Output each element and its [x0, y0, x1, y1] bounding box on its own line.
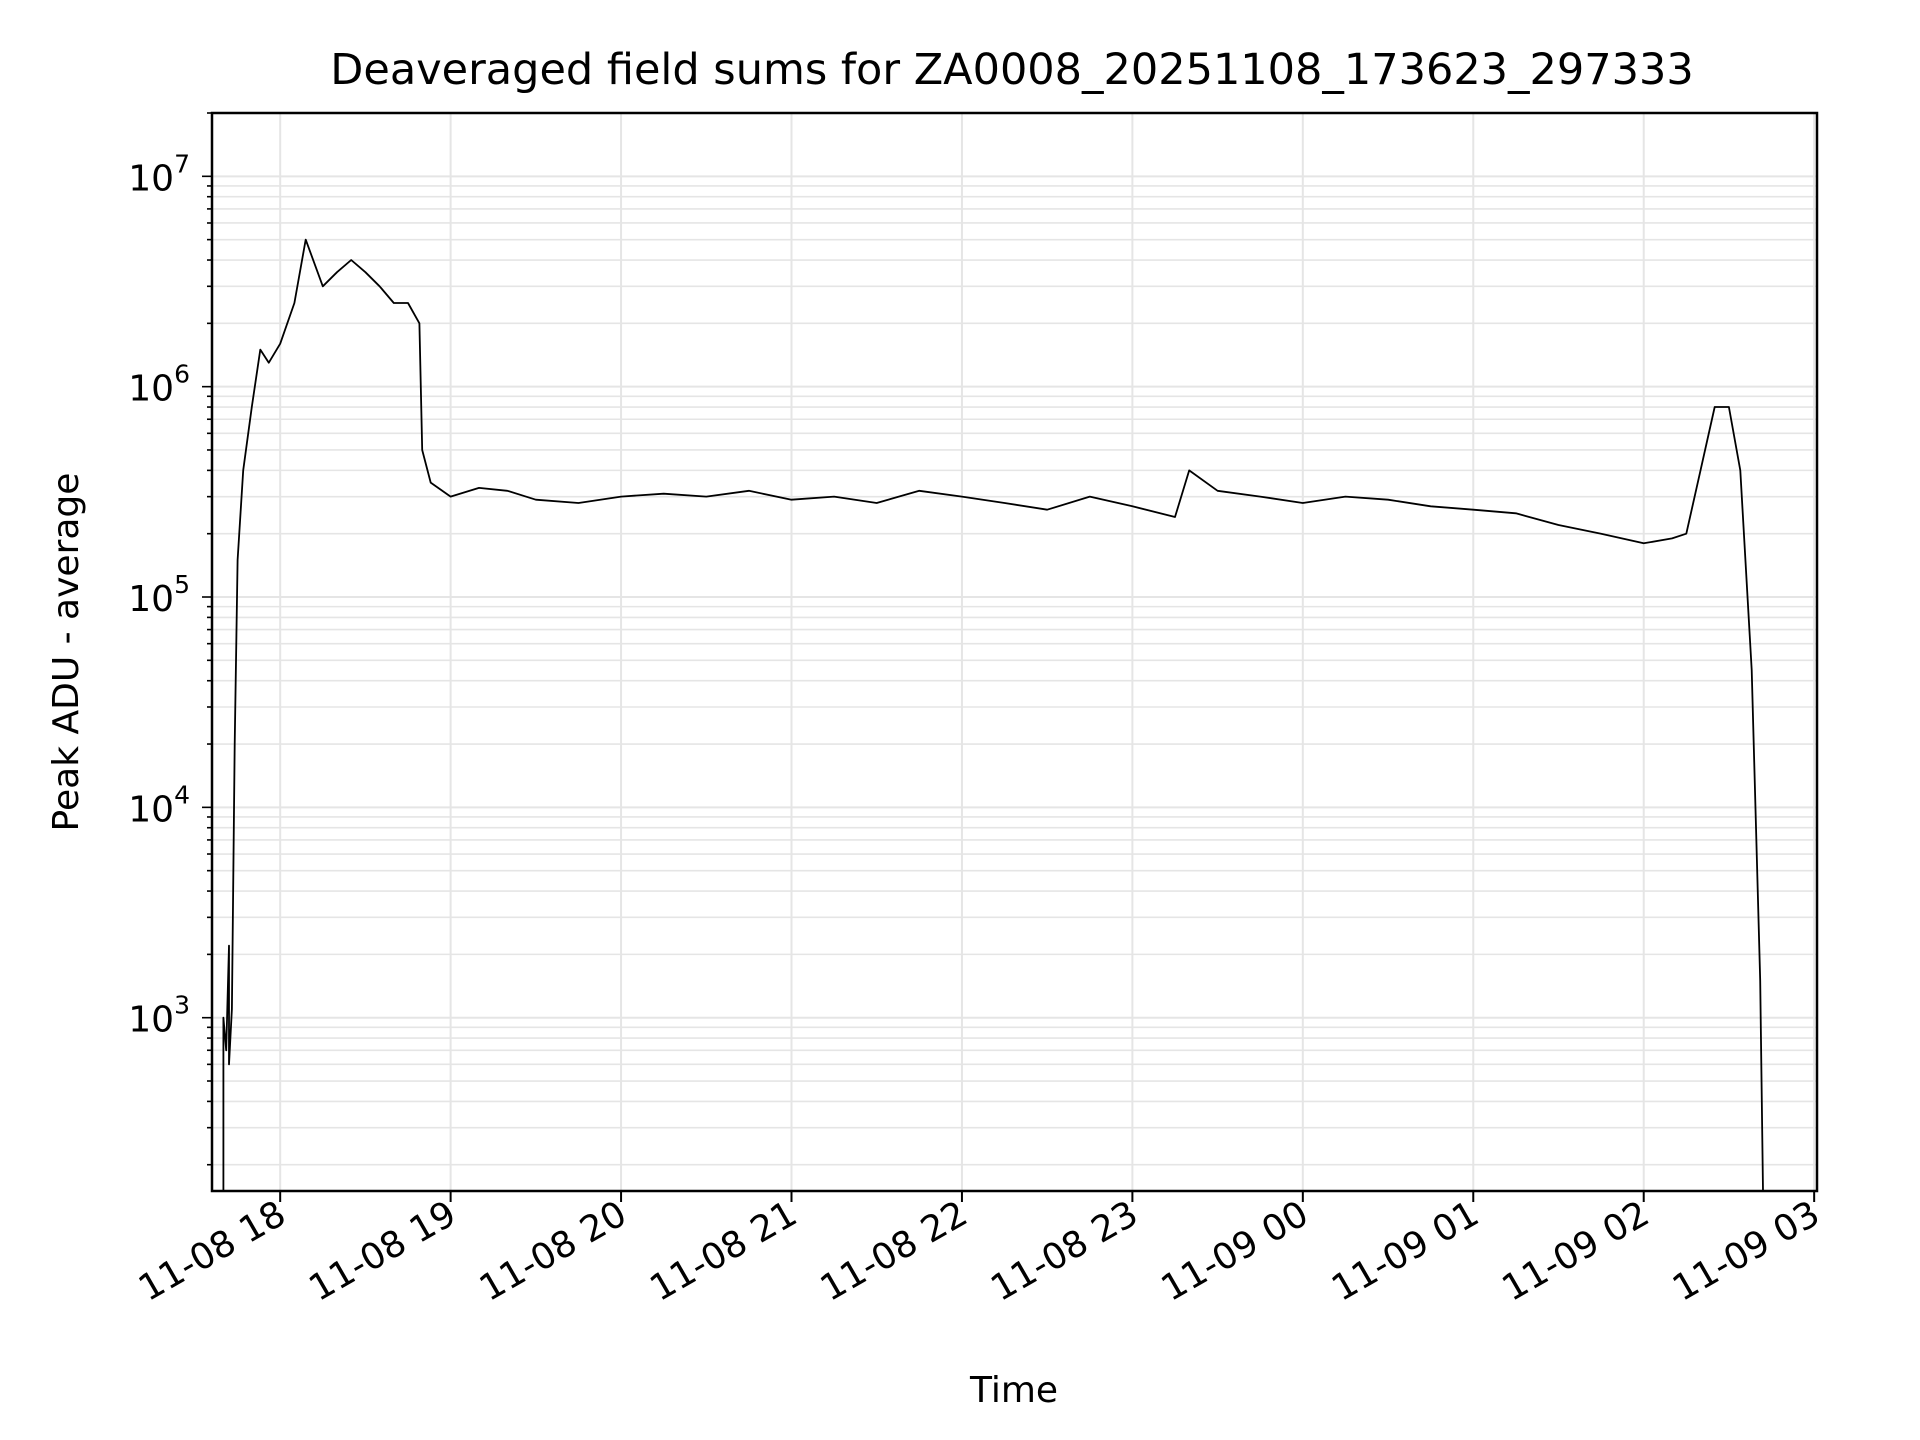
y-tick-label: 103 — [128, 991, 190, 1041]
y-tick-label: 107 — [128, 149, 190, 199]
y-axis-label: Peak ADU - average — [46, 473, 87, 832]
chart-title: Deaveraged field sums for ZA0008_2025110… — [330, 45, 1693, 95]
series-layer — [222, 238, 1764, 1191]
y-axis-ticks: 103 104 105 106 107 — [128, 112, 212, 1166]
x-axis-label: Time — [969, 1370, 1058, 1411]
grid-lines — [212, 112, 1817, 1191]
series-line-0 — [222, 238, 1764, 1191]
plot-frame — [210, 111, 1819, 1193]
y-tick-label: 104 — [128, 780, 190, 830]
y-tick-label: 105 — [128, 570, 190, 620]
y-tick-label: 106 — [128, 360, 190, 410]
